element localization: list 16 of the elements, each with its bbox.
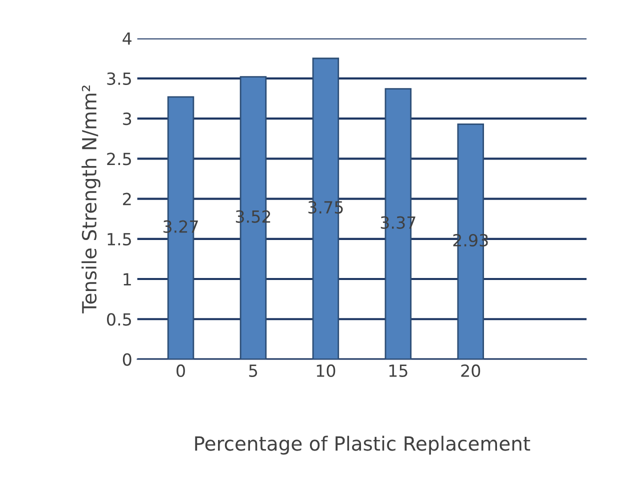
- y-tick-label: 3: [123, 112, 132, 126]
- y-tick-label: 0.5: [107, 313, 131, 326]
- x-axis-title: Percentage of Plastic Replacement: [195, 436, 530, 455]
- y-tick-label: 2: [123, 192, 131, 206]
- y-tick-label: 3.5: [107, 72, 131, 86]
- y-tick-label: 2.5: [107, 152, 131, 166]
- x-tick-label: 15: [389, 364, 408, 378]
- y-tick-label: 1.5: [108, 233, 131, 246]
- y-tick-label: 0: [122, 353, 132, 366]
- y-tick-label: 1: [124, 273, 131, 286]
- x-tick-label: 20: [461, 364, 480, 378]
- y-tick-label: 4: [122, 32, 132, 45]
- x-tick-label: 5: [249, 364, 258, 378]
- y-axis-title: Tensile Strength N/mm²: [82, 86, 100, 314]
- x-tick-label: 10: [316, 364, 336, 378]
- x-tick-label: 0: [176, 364, 185, 378]
